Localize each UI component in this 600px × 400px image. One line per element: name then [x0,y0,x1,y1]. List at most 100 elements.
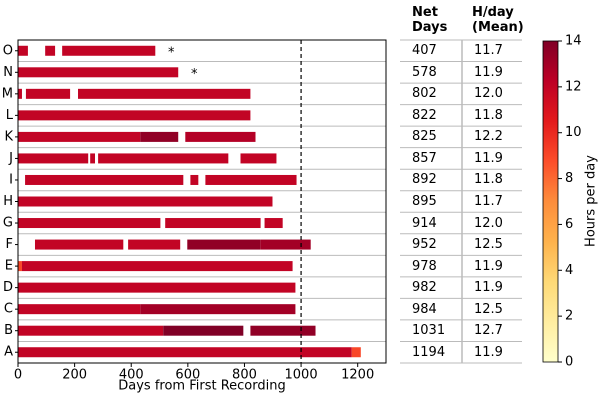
segment [62,45,156,56]
table-cell: 1031 [412,323,446,339]
table-cell: 822 [412,107,437,123]
table-cell: 914 [412,215,437,231]
x-tick-label: 400 [119,368,144,383]
segment [18,110,251,121]
segment [18,153,89,164]
table-cell: 12.7 [474,323,503,339]
table-cell: 978 [412,258,437,274]
x-axis-label: Days from First Recording [118,379,285,394]
segment [250,325,316,336]
segment [25,88,71,99]
segment [185,131,256,142]
table-cell: 407 [412,43,437,59]
segment [21,261,293,272]
table-cell: 984 [412,301,437,317]
colorbar-tick-label: 8 [565,171,573,186]
y-tick-label: O [3,43,13,58]
segment [18,88,22,99]
table-cell: 11.9 [474,344,503,360]
y-tick-label: E [5,259,13,274]
x-tick-label: 1000 [285,368,318,383]
segment [34,239,124,250]
segment [240,153,277,164]
segment [18,196,273,207]
y-tick-label: F [6,237,13,252]
y-tick-label: D [3,280,13,295]
x-tick-label: 200 [62,368,87,383]
segment [18,131,141,142]
table-cell: 11.9 [474,258,503,274]
colorbar-label: Hours per day [584,155,599,247]
table-cell: 11.9 [474,280,503,296]
y-tick-label: M [2,86,13,101]
table-cell: 12.0 [474,86,503,102]
segment [205,174,297,185]
table-cell: 802 [412,86,437,102]
segment [140,304,296,315]
table-cell: 11.7 [474,194,503,209]
table-header: Net Days [412,5,448,35]
table-cell: 952 [412,237,437,253]
y-tick-label: J [8,151,13,166]
table-cell: 982 [412,280,437,296]
y-tick-label: C [4,302,13,317]
y-tick-label: L [6,108,14,123]
table-cell: 892 [412,172,437,188]
segment [264,218,283,229]
segment [18,218,161,229]
y-tick-label: H [3,194,13,209]
colorbar-tick-label: 14 [565,34,582,49]
table-cell: 12.2 [474,129,503,145]
segment [187,239,261,250]
annotation: * [191,67,198,82]
table-cell: 11.7 [474,43,503,59]
segment [260,239,311,250]
annotation: * [168,45,175,60]
table-cell: 11.8 [474,107,503,123]
segment [78,88,251,99]
y-tick-label: B [4,323,13,338]
table-cell: 578 [412,64,437,80]
table-cell: 895 [412,194,437,209]
colorbar [542,40,559,363]
x-tick-label: 600 [175,368,200,383]
table-cell: 11.8 [474,172,503,188]
segment [90,153,95,164]
table-cell: 825 [412,129,437,145]
plot-frame [17,39,387,364]
segment [140,131,179,142]
colorbar-tick-label: 12 [565,79,582,94]
y-tick-label: I [9,172,13,187]
segment [18,67,179,78]
segment [190,174,199,185]
table-header: H/day (Mean) [472,5,524,35]
table-cell: 11.9 [474,64,503,80]
segment [18,347,352,358]
y-tick-label: G [3,216,13,231]
table-cell: 12.5 [474,237,503,253]
x-tick-label: 0 [14,368,22,383]
y-tick-label: N [3,65,13,80]
segment [351,347,361,358]
table-cell: 12.5 [474,301,503,317]
segment [98,153,229,164]
segment [163,325,244,336]
colorbar-tick-label: 6 [565,217,573,232]
segment [18,325,164,336]
table-cell: 1194 [412,344,446,360]
colorbar-tick-label: 10 [565,125,582,140]
segment [25,174,184,185]
segment [18,45,28,56]
table-cell: 11.9 [474,150,503,166]
y-tick-label: A [4,345,13,360]
segment [18,261,22,272]
segment [18,282,296,293]
colorbar-tick-label: 4 [565,263,573,278]
x-tick-label: 1200 [341,368,374,383]
segment [165,218,261,229]
segment [45,45,56,56]
segment [128,239,181,250]
table-cell: 12.0 [474,215,503,231]
